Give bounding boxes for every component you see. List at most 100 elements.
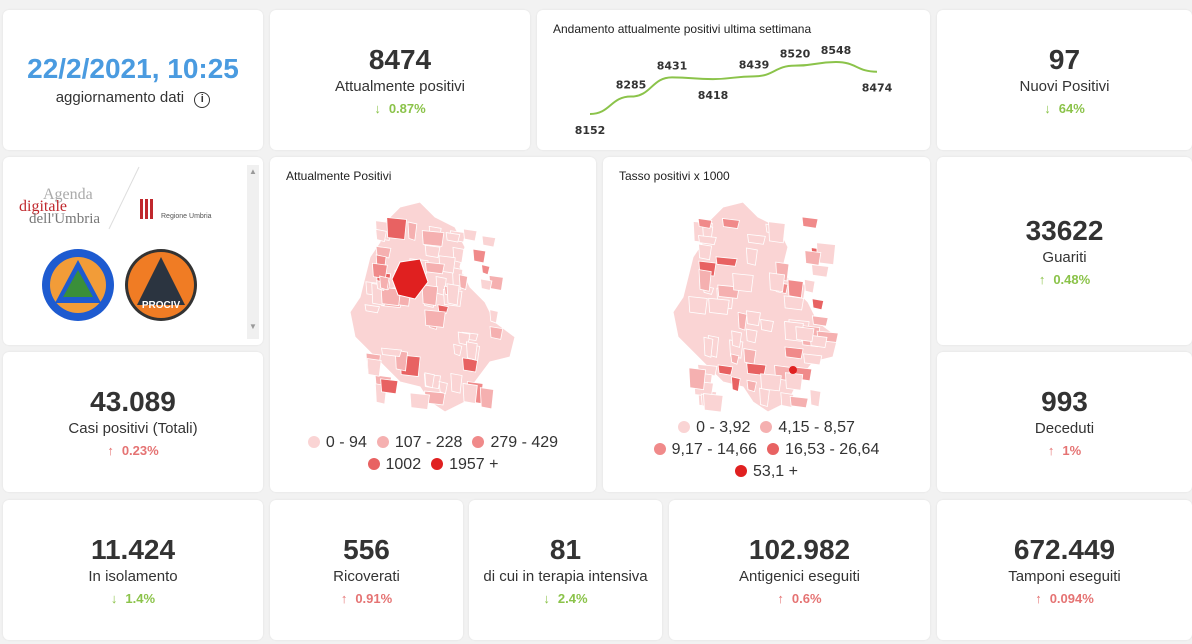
map-municipality[interactable] (481, 235, 497, 248)
map-municipality[interactable] (481, 264, 491, 276)
map-municipality[interactable] (746, 379, 757, 393)
map-municipality[interactable] (697, 235, 717, 246)
map-municipality[interactable] (462, 382, 478, 404)
map-municipality[interactable] (768, 272, 786, 293)
logos-scrollbar[interactable]: ▲ ▼ (247, 165, 259, 339)
map-municipality[interactable] (715, 256, 738, 267)
map-municipality[interactable] (784, 346, 804, 360)
map-municipality[interactable] (732, 273, 754, 293)
map-municipality[interactable] (784, 372, 804, 391)
map-municipality[interactable] (380, 286, 402, 307)
legend-item[interactable]: 4,15 - 8,57 (760, 419, 855, 436)
umbria-map-positivi[interactable] (270, 187, 596, 447)
map-municipality[interactable] (809, 334, 828, 349)
map-municipality[interactable] (731, 330, 743, 348)
map-municipality[interactable] (697, 218, 713, 229)
map-municipality[interactable] (703, 393, 724, 413)
umbria-map-tasso[interactable] (603, 187, 930, 427)
map-region[interactable] (672, 201, 839, 413)
map-municipality[interactable] (698, 269, 712, 292)
map-municipality[interactable] (409, 392, 430, 410)
map-municipality[interactable] (745, 328, 758, 344)
map-municipality[interactable] (801, 216, 819, 229)
legend-item[interactable]: 1002 (367, 456, 421, 473)
map-municipality-perugia[interactable] (391, 258, 429, 300)
map-municipality[interactable] (421, 284, 439, 307)
map-municipality[interactable] (811, 298, 825, 311)
map-municipality[interactable] (375, 245, 392, 259)
map-municipality[interactable] (745, 310, 761, 327)
legend-item[interactable]: 279 - 429 (472, 434, 558, 451)
map-municipality[interactable] (745, 247, 758, 266)
map-municipality[interactable] (452, 246, 465, 264)
map-municipality[interactable] (424, 309, 446, 328)
map-municipality-max[interactable] (789, 366, 797, 374)
trend-data-label: 8431 (657, 59, 688, 72)
map-municipality[interactable] (424, 261, 445, 275)
map-municipality[interactable] (811, 315, 829, 327)
map-municipality[interactable] (472, 248, 487, 264)
map-municipality[interactable] (768, 221, 786, 244)
kpi-isolamento: 11.424 In isolamento ↓ 1.4% (3, 500, 263, 640)
map-municipality[interactable] (450, 373, 463, 394)
map-municipality[interactable] (698, 243, 712, 261)
map-municipality[interactable] (381, 347, 402, 357)
kpi-value: 672.449 (1013, 534, 1116, 565)
trend-data-label: 8439 (739, 58, 770, 71)
map-municipality[interactable] (803, 278, 816, 294)
map-municipality[interactable] (721, 218, 740, 230)
map-municipality[interactable] (375, 228, 387, 243)
map-municipality[interactable] (717, 364, 734, 376)
map-municipality[interactable] (364, 304, 380, 314)
map-municipality[interactable] (747, 233, 766, 245)
legend-item[interactable]: 107 - 228 (376, 434, 462, 451)
legend-item[interactable]: 1957 + (431, 456, 498, 473)
map-municipality[interactable] (366, 358, 382, 377)
map-municipality[interactable] (688, 296, 708, 315)
legend-item[interactable]: 9,17 - 14,66 (653, 441, 757, 458)
map-municipality[interactable] (421, 230, 445, 247)
map-municipality[interactable] (737, 311, 748, 331)
kpi-nuovi-positivi: 97 Nuovi Positivi ↓ 64% (937, 10, 1192, 150)
map-municipality[interactable] (804, 250, 822, 266)
map-municipality[interactable] (811, 264, 830, 278)
map-municipality[interactable] (462, 228, 478, 242)
map-municipality[interactable] (803, 353, 823, 366)
map-municipality[interactable] (424, 372, 435, 389)
map-municipality[interactable] (489, 326, 504, 340)
map-municipality[interactable] (489, 309, 499, 324)
map-municipality[interactable] (760, 373, 782, 392)
map-municipality[interactable] (746, 362, 767, 376)
map-municipality[interactable] (480, 278, 493, 291)
map-municipality[interactable] (795, 326, 815, 343)
map-municipality[interactable] (809, 389, 822, 408)
map-municipality[interactable] (708, 297, 730, 315)
map-municipality[interactable] (445, 232, 461, 243)
map-municipality[interactable] (465, 341, 478, 361)
map-municipality[interactable] (453, 343, 463, 357)
map-municipality[interactable] (787, 279, 804, 299)
legend-item[interactable]: 16,53 - 26,64 (767, 441, 879, 458)
map-municipality[interactable] (759, 387, 770, 408)
map-municipality[interactable] (703, 336, 714, 358)
info-icon[interactable]: i (194, 91, 211, 108)
map-municipality[interactable] (789, 395, 809, 409)
map-municipality[interactable] (380, 378, 399, 395)
legend-label: 16,53 - 26,64 (785, 441, 880, 458)
map-municipality[interactable] (458, 274, 469, 291)
map-municipality[interactable] (424, 244, 441, 258)
map-municipality[interactable] (446, 283, 460, 306)
legend-item[interactable]: 53,1 + (735, 463, 798, 480)
map-municipality[interactable] (688, 367, 706, 391)
legend-item[interactable]: 0 - 3,92 (678, 419, 750, 436)
map-municipality[interactable] (760, 318, 774, 333)
map-municipality[interactable] (379, 275, 390, 291)
map-municipality[interactable] (743, 348, 757, 365)
map-municipality[interactable] (438, 380, 448, 395)
map-municipality[interactable] (407, 221, 418, 241)
map-municipality[interactable] (730, 376, 741, 392)
map-municipality[interactable] (386, 217, 407, 240)
map-municipality[interactable] (479, 387, 495, 410)
map-municipality[interactable] (730, 353, 740, 365)
legend-item[interactable]: 0 - 94 (307, 434, 367, 451)
